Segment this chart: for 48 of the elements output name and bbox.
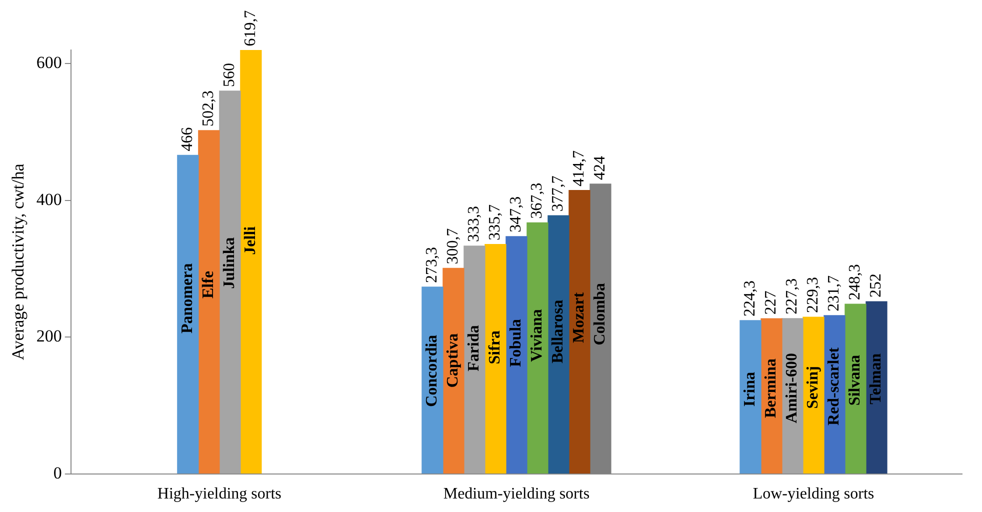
- data-label: 300,7: [444, 228, 462, 264]
- y-tick-label: 0: [53, 463, 62, 482]
- data-label: 227,3: [784, 278, 801, 314]
- series-label: Viviana: [528, 309, 546, 362]
- series-label: Red-scarlet: [826, 346, 843, 426]
- data-label: 377,7: [550, 176, 567, 212]
- data-label: 224,3: [742, 280, 759, 316]
- data-label: 424: [592, 156, 609, 180]
- data-label: 502,3: [200, 90, 218, 126]
- x-tick-label: Low-yielding sorts: [752, 486, 874, 503]
- data-label: 273,3: [424, 246, 441, 283]
- data-label: 333,3: [466, 206, 483, 242]
- y-tick-label: 200: [36, 326, 62, 346]
- data-label: 335,7: [486, 204, 504, 240]
- data-label: 347,3: [508, 196, 525, 232]
- series-label: Colomba: [592, 283, 609, 346]
- x-tick-label: High-yielding sorts: [157, 486, 282, 503]
- series-label: Silvana: [846, 354, 864, 406]
- y-tick-label: 400: [36, 190, 62, 209]
- y-axis-title: Average productivity, cwt/ha: [8, 163, 28, 360]
- data-label: 252: [868, 274, 885, 298]
- data-label: 227: [762, 290, 780, 315]
- y-tick-label: 600: [36, 53, 62, 72]
- series-label: Telman: [868, 353, 885, 404]
- data-label: 414,7: [570, 150, 588, 186]
- series-label: Jelli: [242, 226, 260, 255]
- data-label: 231,7: [826, 275, 843, 312]
- series-label: Elfe: [200, 270, 218, 299]
- series-label: Irina: [742, 372, 759, 407]
- data-label: 619,7: [242, 10, 260, 46]
- series-label: Amiri-600: [784, 353, 801, 424]
- data-label: 367,3: [528, 182, 546, 219]
- series-label: Fobula: [508, 319, 525, 368]
- series-label: Concordia: [424, 334, 441, 407]
- series-label: Sifra: [486, 330, 504, 364]
- series-label: Julinka: [221, 237, 238, 289]
- series-label: Bermina: [762, 358, 780, 418]
- x-tick-label: Medium-yielding sorts: [443, 486, 590, 503]
- data-label: 466: [179, 127, 196, 152]
- series-label: Mozart: [570, 292, 588, 343]
- data-label: 560: [221, 63, 238, 88]
- series-label: Captiva: [444, 333, 462, 388]
- series-label: Panomera: [179, 263, 196, 334]
- data-label: 229,3: [804, 277, 822, 314]
- data-label: 248,3: [846, 264, 864, 300]
- series-label: Sevinj: [804, 366, 822, 409]
- series-label: Farida: [466, 325, 483, 372]
- series-label: Bellarosa: [550, 300, 567, 364]
